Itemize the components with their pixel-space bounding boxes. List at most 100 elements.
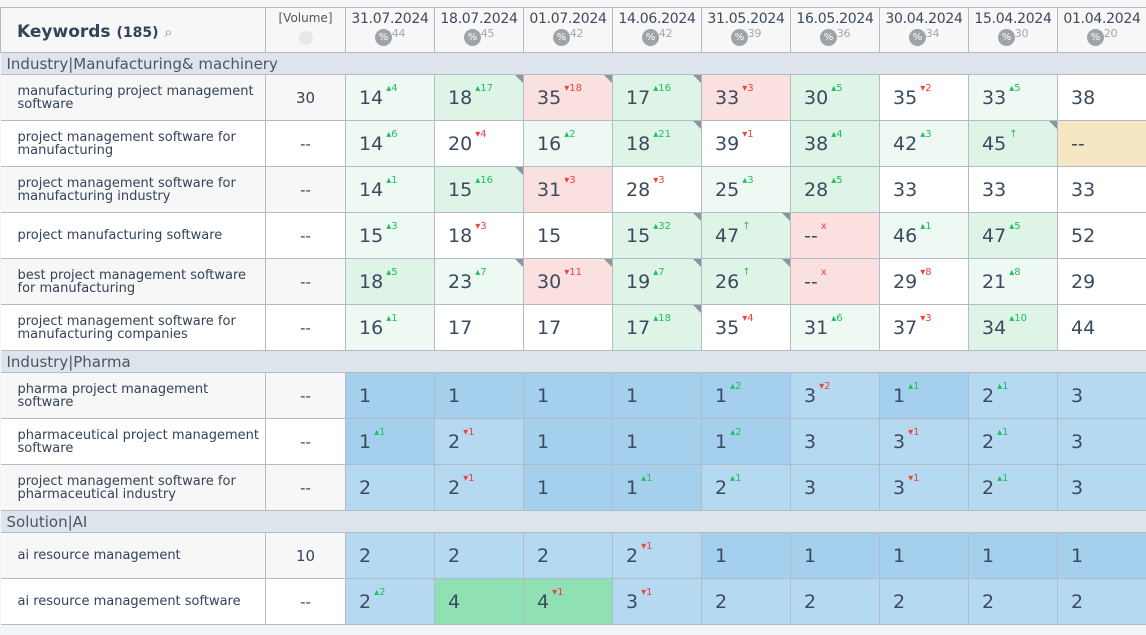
rank-cell[interactable]: 31 ▾3 bbox=[523, 166, 613, 213]
rank-cell[interactable]: 3 ▾1 bbox=[612, 578, 702, 625]
rank-cell[interactable]: 15 ▴32 bbox=[612, 212, 702, 259]
note-corner-icon[interactable] bbox=[604, 259, 612, 267]
rank-cell[interactable]: 19 ▴7 bbox=[612, 258, 702, 305]
keyword-cell[interactable]: pharma project management software bbox=[0, 372, 266, 419]
rank-cell[interactable]: 2 bbox=[1057, 578, 1146, 625]
group-header[interactable]: Industry|Manufacturing& machinery bbox=[0, 52, 1146, 75]
rank-cell[interactable]: 1 ▴1 bbox=[879, 372, 969, 419]
rank-cell[interactable]: 18 ▴17 bbox=[434, 74, 524, 121]
rank-cell[interactable]: 3 ▾1 bbox=[879, 464, 969, 511]
rank-cell[interactable]: 2 ▾1 bbox=[434, 418, 524, 465]
rank-cell[interactable]: 2 bbox=[523, 532, 613, 579]
rank-cell[interactable]: 39 ▾1 bbox=[701, 120, 791, 167]
rank-cell[interactable]: 25 ▴3 bbox=[701, 166, 791, 213]
date-column-header[interactable]: 16.05.2024% 36 bbox=[790, 7, 880, 53]
rank-cell[interactable]: 2 ▴1 bbox=[701, 464, 791, 511]
rank-cell[interactable]: 2 ▾1 bbox=[612, 532, 702, 579]
note-corner-icon[interactable] bbox=[515, 167, 523, 175]
date-column-header[interactable]: 14.06.2024% 42 bbox=[612, 7, 702, 53]
rank-cell[interactable]: 17 ▴16 bbox=[612, 74, 702, 121]
rank-cell[interactable]: 30 ▴5 bbox=[790, 74, 880, 121]
rank-cell[interactable]: 2 ▴1 bbox=[968, 418, 1058, 465]
note-corner-icon[interactable] bbox=[693, 305, 701, 313]
keyword-cell[interactable]: manufacturing project management softwar… bbox=[0, 74, 266, 121]
rank-cell[interactable]: 1 bbox=[879, 532, 969, 579]
keyword-cell[interactable]: ai resource management software bbox=[0, 578, 266, 625]
rank-cell[interactable]: 14 ▴4 bbox=[345, 74, 435, 121]
rank-cell[interactable]: 17 ▴18 bbox=[612, 304, 702, 351]
rank-cell[interactable]: 1 bbox=[1057, 532, 1146, 579]
rank-cell[interactable]: 1 bbox=[612, 372, 702, 419]
date-column-header[interactable]: 01.07.2024% 42 bbox=[523, 7, 613, 53]
note-corner-icon[interactable] bbox=[693, 121, 701, 129]
rank-cell[interactable]: 1 bbox=[968, 532, 1058, 579]
rank-cell[interactable]: 1 bbox=[345, 372, 435, 419]
date-column-header[interactable]: 30.04.2024% 34 bbox=[879, 7, 969, 53]
rank-cell[interactable]: 1 ▴2 bbox=[701, 372, 791, 419]
rank-cell[interactable]: 2 ▾1 bbox=[434, 464, 524, 511]
rank-cell[interactable]: 23 ▴7 bbox=[434, 258, 524, 305]
rank-cell[interactable]: 46 ▴1 bbox=[879, 212, 969, 259]
note-corner-icon[interactable] bbox=[782, 259, 790, 267]
rank-cell[interactable]: 26 ↑ bbox=[701, 258, 791, 305]
note-corner-icon[interactable] bbox=[782, 213, 790, 221]
rank-cell[interactable]: -- bbox=[1057, 120, 1146, 167]
rank-cell[interactable]: -- x bbox=[790, 212, 880, 259]
search-icon[interactable]: ⌕ bbox=[164, 22, 173, 41]
rank-cell[interactable]: 33 bbox=[968, 166, 1058, 213]
rank-cell[interactable]: -- x bbox=[790, 258, 880, 305]
rank-cell[interactable]: 4 ▾1 bbox=[523, 578, 613, 625]
rank-cell[interactable]: 1 bbox=[523, 372, 613, 419]
rank-cell[interactable]: 31 ▴6 bbox=[790, 304, 880, 351]
rank-cell[interactable]: 14 ▴6 bbox=[345, 120, 435, 167]
date-column-header[interactable]: 15.04.2024% 30 bbox=[968, 7, 1058, 53]
keyword-cell[interactable]: project management software for manufact… bbox=[0, 304, 266, 351]
rank-cell[interactable]: 52 bbox=[1057, 212, 1146, 259]
rank-cell[interactable]: 33 ▾3 bbox=[701, 74, 791, 121]
rank-cell[interactable]: 15 ▴16 bbox=[434, 166, 524, 213]
rank-cell[interactable]: 42 ▴3 bbox=[879, 120, 969, 167]
rank-cell[interactable]: 2 bbox=[968, 578, 1058, 625]
group-header[interactable]: Industry|Pharma bbox=[0, 350, 1146, 373]
rank-cell[interactable]: 28 ▴5 bbox=[790, 166, 880, 213]
note-corner-icon[interactable] bbox=[693, 75, 701, 83]
rank-cell[interactable]: 18 ▾3 bbox=[434, 212, 524, 259]
rank-cell[interactable]: 1 ▴1 bbox=[345, 418, 435, 465]
note-corner-icon[interactable] bbox=[604, 75, 612, 83]
keyword-cell[interactable]: project management software for pharmace… bbox=[0, 464, 266, 511]
keyword-cell[interactable]: project management software for manufact… bbox=[0, 120, 266, 167]
rank-cell[interactable]: 47 ▴5 bbox=[968, 212, 1058, 259]
rank-cell[interactable]: 1 bbox=[434, 372, 524, 419]
rank-cell[interactable]: 1 bbox=[701, 532, 791, 579]
rank-cell[interactable]: 21 ▴8 bbox=[968, 258, 1058, 305]
volume-header[interactable]: [Volume] bbox=[265, 7, 346, 53]
rank-cell[interactable]: 1 ▴1 bbox=[612, 464, 702, 511]
rank-cell[interactable]: 2 bbox=[434, 532, 524, 579]
rank-cell[interactable]: 33 bbox=[879, 166, 969, 213]
rank-cell[interactable]: 16 ▴2 bbox=[523, 120, 613, 167]
rank-cell[interactable]: 2 bbox=[790, 578, 880, 625]
rank-cell[interactable]: 35 ▾18 bbox=[523, 74, 613, 121]
keyword-cell[interactable]: ai resource management bbox=[0, 532, 266, 579]
date-column-header[interactable]: 31.07.2024% 44 bbox=[345, 7, 435, 53]
rank-cell[interactable]: 3 bbox=[790, 464, 880, 511]
keyword-cell[interactable]: project management software for manufact… bbox=[0, 166, 266, 213]
rank-cell[interactable]: 4 bbox=[434, 578, 524, 625]
rank-cell[interactable]: 15 bbox=[523, 212, 613, 259]
date-column-header[interactable]: 31.05.2024% 39 bbox=[701, 7, 791, 53]
rank-cell[interactable]: 2 bbox=[345, 532, 435, 579]
rank-cell[interactable]: 1 bbox=[523, 418, 613, 465]
rank-cell[interactable]: 18 ▴21 bbox=[612, 120, 702, 167]
rank-cell[interactable]: 45 ↑ bbox=[968, 120, 1058, 167]
rank-cell[interactable]: 37 ▾3 bbox=[879, 304, 969, 351]
rank-cell[interactable]: 3 bbox=[790, 418, 880, 465]
rank-cell[interactable]: 2 ▴1 bbox=[968, 464, 1058, 511]
rank-cell[interactable]: 3 ▾1 bbox=[879, 418, 969, 465]
keyword-cell[interactable]: project manufacturing software bbox=[0, 212, 266, 259]
rank-cell[interactable]: 30 ▾11 bbox=[523, 258, 613, 305]
rank-cell[interactable]: 15 ▴3 bbox=[345, 212, 435, 259]
rank-cell[interactable]: 47 ↑ bbox=[701, 212, 791, 259]
rank-cell[interactable]: 3 bbox=[1057, 464, 1146, 511]
rank-cell[interactable]: 34 ▴10 bbox=[968, 304, 1058, 351]
rank-cell[interactable]: 3 bbox=[1057, 418, 1146, 465]
